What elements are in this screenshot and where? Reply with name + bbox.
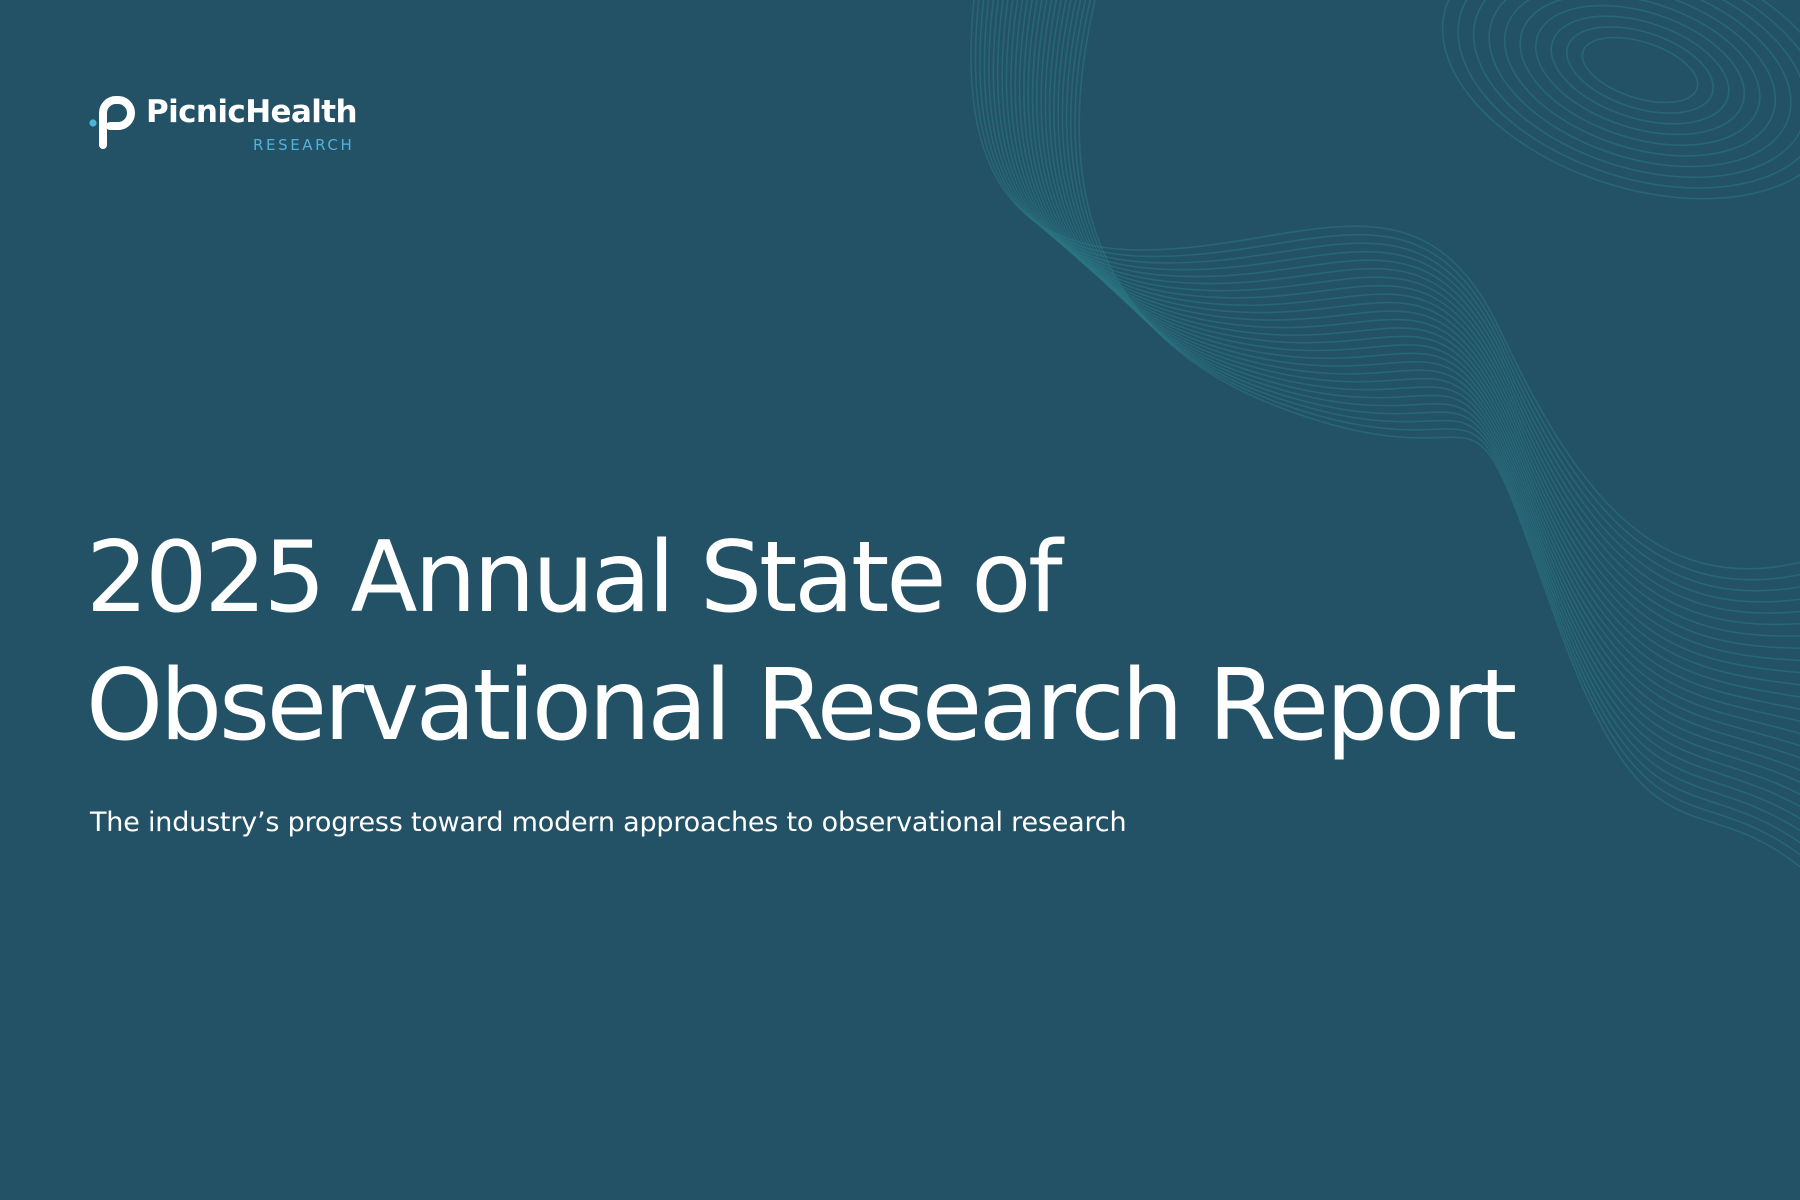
report-subtitle: The industry’s progress toward modern ap…	[90, 807, 1127, 838]
contour-line	[974, 0, 1800, 581]
report-title-line-2: Observational Research Report	[86, 649, 1517, 763]
contour-ring	[1488, 0, 1792, 168]
contour-ring	[1565, 26, 1715, 114]
contour-line	[983, 0, 1800, 603]
contour-ring	[1550, 15, 1730, 125]
brand-name: PicnicHealth	[146, 94, 358, 130]
contour-ring	[1581, 36, 1699, 104]
picnichealth-logo-icon	[89, 96, 135, 149]
contour-line	[970, 0, 1800, 570]
report-title: 2025 Annual State of Observational Resea…	[86, 514, 1517, 770]
report-title-line-1: 2025 Annual State of	[86, 521, 1063, 635]
contour-line	[979, 0, 1800, 592]
contour-ring	[1472, 0, 1800, 179]
contour-ring	[1441, 0, 1800, 200]
contour-ring	[1503, 0, 1777, 157]
contour-ring	[1457, 0, 1800, 189]
brand-logo[interactable]: PicnicHealth RESEARCH	[89, 93, 389, 163]
contour-ring	[1519, 0, 1761, 146]
brand-sub-label: RESEARCH	[253, 136, 355, 154]
contour-ring	[1534, 4, 1746, 136]
